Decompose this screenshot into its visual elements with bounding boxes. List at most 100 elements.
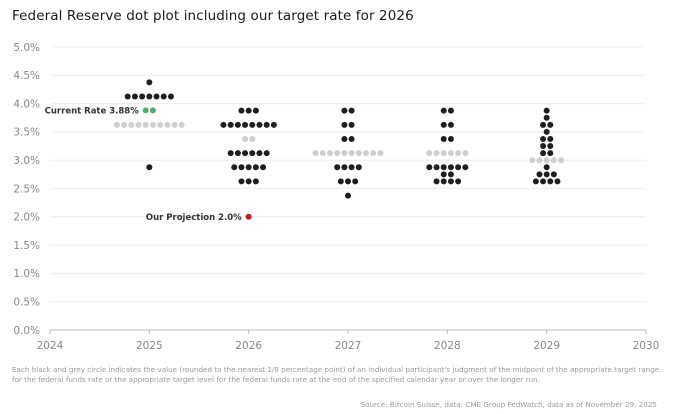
participant-dot — [536, 171, 543, 178]
participant-dot — [540, 178, 547, 185]
participant-dot — [337, 178, 344, 185]
median-dot — [113, 121, 120, 128]
source-note: Source: Bitcoin Suisse, data: CME Group … — [360, 400, 658, 409]
x-tick-label: 2025 — [136, 340, 163, 352]
participant-dot — [220, 121, 227, 128]
annotations: Current Rate 3.88% Our Projection 2.0% — [45, 106, 252, 223]
participant-dot — [348, 107, 355, 114]
participant-dot — [245, 178, 252, 185]
median-dot — [440, 150, 447, 157]
participant-dot — [153, 93, 160, 100]
participant-dot — [345, 192, 351, 199]
participant-dot — [238, 107, 245, 114]
participant-dot — [146, 93, 153, 100]
median-dot — [121, 121, 128, 128]
participant-dot — [252, 178, 259, 185]
median-dot — [536, 157, 543, 164]
participant-dot — [447, 107, 454, 114]
current-rate-dot — [149, 107, 156, 114]
participant-dot — [252, 107, 259, 114]
x-tick-label: 2024 — [37, 340, 64, 352]
median-dot — [462, 150, 469, 157]
participant-dot — [462, 164, 469, 171]
median-dot — [142, 121, 149, 128]
participant-dot — [348, 164, 355, 171]
x-tick-label: 2030 — [633, 340, 660, 352]
median-dot — [242, 135, 249, 142]
participant-dot — [352, 178, 359, 185]
participant-dot — [547, 121, 554, 128]
median-dot — [455, 150, 462, 157]
chart-footnote: Each black and grey circle indicates the… — [12, 365, 660, 384]
participant-dot — [263, 121, 270, 128]
participant-dot — [447, 121, 454, 128]
participant-dot — [440, 178, 447, 185]
participant-dot — [447, 135, 454, 142]
participant-dot — [260, 164, 267, 171]
participant-dot — [231, 164, 238, 171]
participant-dot — [227, 150, 234, 157]
participant-dot — [543, 164, 550, 171]
y-tick-label: 1.5% — [13, 240, 40, 252]
projection-label: Our Projection 2.0% — [146, 213, 242, 223]
median-dot — [171, 121, 178, 128]
participant-dot — [227, 121, 234, 128]
participant-dot — [455, 164, 462, 171]
projection-dot — [245, 213, 252, 220]
participant-dot — [426, 164, 433, 171]
median-dot — [135, 121, 142, 128]
participant-dot — [234, 121, 241, 128]
median-dot — [164, 121, 171, 128]
y-tick-label: 1.0% — [13, 268, 40, 280]
participant-dot — [341, 121, 348, 128]
participant-dot — [146, 79, 153, 86]
participant-dot — [167, 93, 174, 100]
y-tick-label: 5.0% — [13, 42, 40, 54]
participant-dot — [440, 107, 447, 114]
median-dot — [529, 157, 536, 164]
participant-dot — [256, 121, 263, 128]
participant-dot — [242, 150, 249, 157]
participant-dot — [540, 135, 547, 142]
participant-dot — [455, 178, 462, 185]
participant-dot — [256, 150, 263, 157]
participant-dot — [550, 171, 557, 178]
participant-dot — [532, 178, 539, 185]
median-dot — [149, 121, 156, 128]
dots — [113, 79, 565, 199]
participant-dot — [245, 164, 252, 171]
participant-dot — [252, 164, 259, 171]
median-dot — [178, 121, 185, 128]
y-tick-label: 2.0% — [13, 212, 40, 224]
participant-dot — [440, 121, 447, 128]
participant-dot — [540, 121, 547, 128]
participant-dot — [341, 164, 348, 171]
median-dot — [334, 150, 341, 157]
participant-dot — [245, 107, 252, 114]
participant-dot — [547, 178, 554, 185]
participant-dot — [433, 178, 440, 185]
participant-dot — [554, 178, 561, 185]
y-tick-label: 3.0% — [13, 155, 40, 167]
median-dot — [355, 150, 362, 157]
current-rate-dot — [142, 107, 149, 114]
y-tick-label: 3.5% — [13, 127, 40, 139]
x-tick-label: 2029 — [533, 340, 560, 352]
participant-dot — [242, 121, 249, 128]
y-gridlines — [49, 46, 647, 334]
participant-dot — [348, 135, 355, 142]
y-tick-label: 4.5% — [13, 70, 40, 82]
x-tick-label: 2027 — [335, 340, 362, 352]
x-tick-labels: 2024 2025 2026 2027 2028 2029 2030 — [37, 340, 660, 352]
participant-dot — [440, 135, 447, 142]
participant-dot — [270, 121, 277, 128]
participant-dot — [447, 164, 454, 171]
y-tick-labels: 0.0% 0.5% 1.0% 1.5% 2.0% 2.5% 3.0% 3.5% 4.0% 4.5%… — [13, 42, 40, 337]
participant-dot — [440, 164, 447, 171]
y-tick-label: 0.0% — [13, 325, 40, 337]
participant-dot — [440, 171, 447, 178]
participant-dot — [334, 164, 341, 171]
median-dot — [433, 150, 440, 157]
median-dot — [128, 121, 135, 128]
participant-dot — [341, 107, 348, 114]
